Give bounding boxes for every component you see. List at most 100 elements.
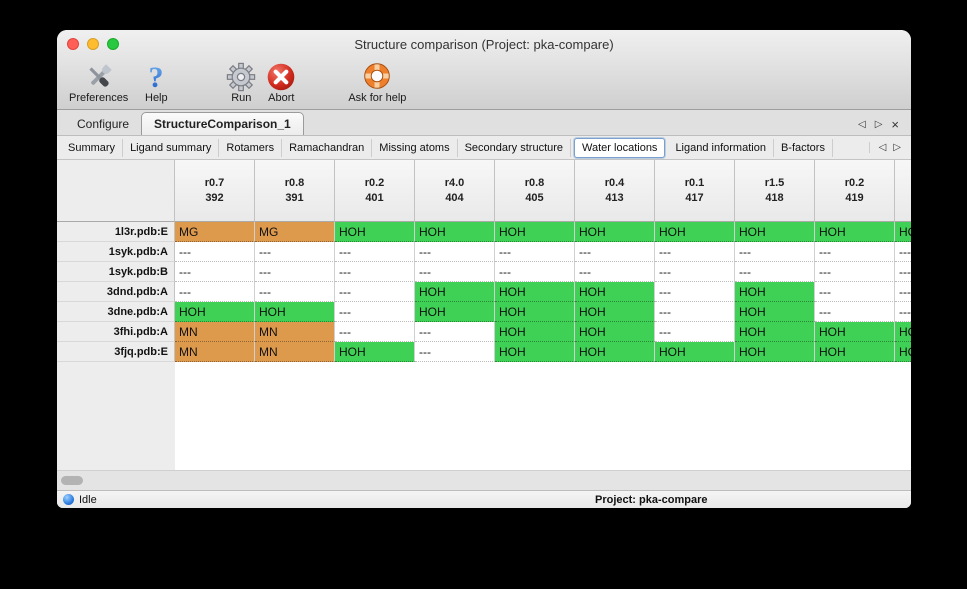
cell-r6-c1[interactable]: MN (255, 342, 335, 362)
cell-r3-c8[interactable]: --- (815, 282, 895, 302)
cell-r2-c6[interactable]: --- (655, 262, 735, 282)
subtab-missing-atoms[interactable]: Missing atoms (372, 138, 458, 157)
cell-r5-c3[interactable]: --- (415, 322, 495, 342)
horizontal-scrollbar[interactable] (57, 470, 911, 490)
row-label-1syk.pdb:B[interactable]: 1syk.pdb:B (57, 262, 175, 282)
cell-r5-c8[interactable]: HOH (815, 322, 895, 342)
cell-r1-c9[interactable]: --- (895, 242, 911, 262)
cell-r0-c0[interactable]: MG (175, 222, 255, 242)
close-window-button[interactable] (67, 38, 79, 50)
column-header-413[interactable]: r0.4 413 (575, 160, 655, 222)
cell-r2-c3[interactable]: --- (415, 262, 495, 282)
cell-r4-c0[interactable]: HOH (175, 302, 255, 322)
cell-r6-c2[interactable]: HOH (335, 342, 415, 362)
cell-r1-c3[interactable]: --- (415, 242, 495, 262)
cell-r5-c9[interactable]: HOH (895, 322, 911, 342)
subtab-ligand-summary[interactable]: Ligand summary (123, 138, 220, 157)
cell-r3-c3[interactable]: HOH (415, 282, 495, 302)
tab-structurecomparison-1[interactable]: StructureComparison_1 (141, 112, 304, 135)
column-header-partial-9[interactable] (895, 160, 911, 222)
cell-r1-c5[interactable]: --- (575, 242, 655, 262)
cell-r3-c4[interactable]: HOH (495, 282, 575, 302)
help-button[interactable]: ? Help (144, 61, 168, 105)
cell-r4-c4[interactable]: HOH (495, 302, 575, 322)
column-header-419[interactable]: r0.2 419 (815, 160, 895, 222)
subtab-water-locations[interactable]: Water locations (574, 137, 666, 158)
cell-r5-c0[interactable]: MN (175, 322, 255, 342)
column-header-418[interactable]: r1.5 418 (735, 160, 815, 222)
cell-r5-c4[interactable]: HOH (495, 322, 575, 342)
column-header-405[interactable]: r0.8 405 (495, 160, 575, 222)
cell-r6-c4[interactable]: HOH (495, 342, 575, 362)
cell-r2-c4[interactable]: --- (495, 262, 575, 282)
cell-r4-c6[interactable]: --- (655, 302, 735, 322)
cell-r4-c2[interactable]: --- (335, 302, 415, 322)
cell-r3-c5[interactable]: HOH (575, 282, 655, 302)
subtab-scroll-left-icon[interactable]: ◁ (878, 142, 887, 153)
cell-r0-c3[interactable]: HOH (415, 222, 495, 242)
row-label-3fjq.pdb:E[interactable]: 3fjq.pdb:E (57, 342, 175, 362)
cell-r5-c6[interactable]: --- (655, 322, 735, 342)
scrollbar-thumb[interactable] (61, 476, 83, 485)
preferences-button[interactable]: Preferences (69, 61, 128, 104)
column-header-404[interactable]: r4.0 404 (415, 160, 495, 222)
row-label-3dnd.pdb:A[interactable]: 3dnd.pdb:A (57, 282, 175, 302)
cell-r6-c7[interactable]: HOH (735, 342, 815, 362)
row-label-1l3r.pdb:E[interactable]: 1l3r.pdb:E (57, 222, 175, 242)
cell-r2-c5[interactable]: --- (575, 262, 655, 282)
cell-r0-c7[interactable]: HOH (735, 222, 815, 242)
subtab-ligand-information[interactable]: Ligand information (668, 138, 774, 157)
subtab-scroll-right-icon[interactable]: ▷ (893, 142, 901, 153)
column-header-391[interactable]: r0.8 391 (255, 160, 335, 222)
subtab-b-factors[interactable]: B-factors (774, 138, 833, 157)
cell-r3-c9[interactable]: --- (895, 282, 911, 302)
run-button[interactable]: Run (226, 61, 256, 104)
cell-r2-c0[interactable]: --- (175, 262, 255, 282)
cell-r0-c9[interactable]: HOH (895, 222, 911, 242)
cell-r6-c3[interactable]: --- (415, 342, 495, 362)
column-header-417[interactable]: r0.1 417 (655, 160, 735, 222)
cell-r6-c8[interactable]: HOH (815, 342, 895, 362)
cell-r0-c4[interactable]: HOH (495, 222, 575, 242)
cell-r1-c1[interactable]: --- (255, 242, 335, 262)
tab-configure[interactable]: Configure (77, 117, 130, 131)
cell-r4-c8[interactable]: --- (815, 302, 895, 322)
minimize-window-button[interactable] (87, 38, 99, 50)
subtab-summary[interactable]: Summary (61, 138, 124, 157)
ask-for-help-button[interactable]: Ask for help (348, 61, 406, 104)
column-header-401[interactable]: r0.2 401 (335, 160, 415, 222)
cell-r2-c1[interactable]: --- (255, 262, 335, 282)
tab-scroll-left-icon[interactable]: ◁ (858, 119, 866, 130)
cell-r1-c2[interactable]: --- (335, 242, 415, 262)
cell-r0-c2[interactable]: HOH (335, 222, 415, 242)
cell-r6-c0[interactable]: MN (175, 342, 255, 362)
tab-close-icon[interactable]: × (891, 116, 899, 132)
cell-r4-c9[interactable]: --- (895, 302, 911, 322)
cell-r0-c8[interactable]: HOH (815, 222, 895, 242)
cell-r1-c0[interactable]: --- (175, 242, 255, 262)
cell-r1-c4[interactable]: --- (495, 242, 575, 262)
row-label-3dne.pdb:A[interactable]: 3dne.pdb:A (57, 302, 175, 322)
abort-button[interactable]: Abort (266, 61, 296, 104)
cell-r6-c9[interactable]: HOH (895, 342, 911, 362)
subtab-secondary-structure[interactable]: Secondary structure (458, 138, 572, 157)
cell-r1-c6[interactable]: --- (655, 242, 735, 262)
cell-r1-c7[interactable]: --- (735, 242, 815, 262)
cell-r5-c7[interactable]: HOH (735, 322, 815, 342)
cell-r2-c2[interactable]: --- (335, 262, 415, 282)
cell-r2-c9[interactable]: --- (895, 262, 911, 282)
cell-r3-c7[interactable]: HOH (735, 282, 815, 302)
subtab-ramachandran[interactable]: Ramachandran (282, 138, 373, 157)
cell-r4-c7[interactable]: HOH (735, 302, 815, 322)
cell-r4-c1[interactable]: HOH (255, 302, 335, 322)
cell-r3-c1[interactable]: --- (255, 282, 335, 302)
tab-scroll-right-icon[interactable]: ▷ (874, 119, 883, 130)
column-header-392[interactable]: r0.7 392 (175, 160, 255, 222)
cell-r6-c6[interactable]: HOH (655, 342, 735, 362)
cell-r2-c8[interactable]: --- (815, 262, 895, 282)
row-label-1syk.pdb:A[interactable]: 1syk.pdb:A (57, 242, 175, 262)
cell-r4-c5[interactable]: HOH (575, 302, 655, 322)
subtab-rotamers[interactable]: Rotamers (219, 138, 283, 157)
cell-r3-c2[interactable]: --- (335, 282, 415, 302)
cell-r5-c2[interactable]: --- (335, 322, 415, 342)
